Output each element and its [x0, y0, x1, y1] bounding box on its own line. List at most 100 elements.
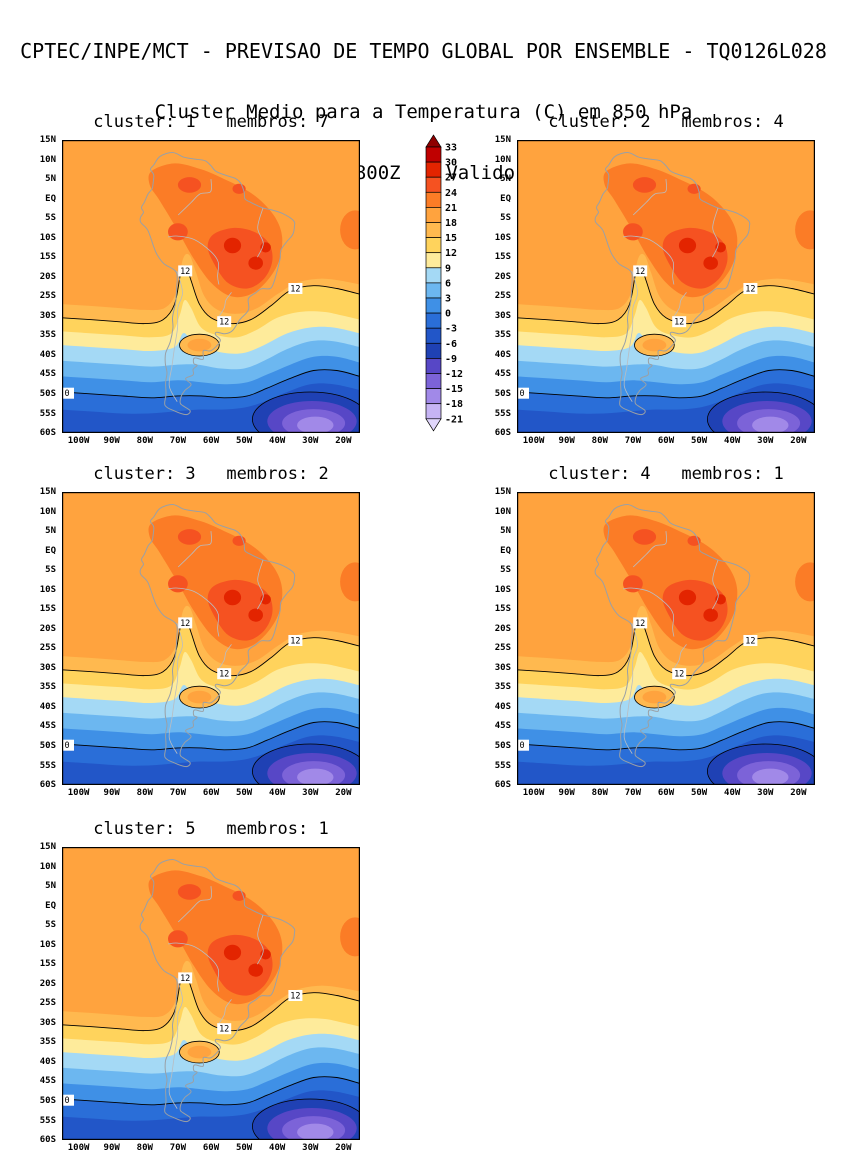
contour-label: 0: [519, 389, 524, 399]
y-tick-label: 55S: [494, 760, 511, 771]
country-border: [177, 179, 212, 216]
y-tick-label: 35S: [494, 682, 511, 693]
country-border: [257, 559, 264, 610]
y-axis-tick-labels: 15N 10N 5N EQ 5S 10S 15S 20S 25S 30S 35S 40S 45S 50S 5…: [479, 106, 833, 458]
warm-pocket: [187, 338, 212, 352]
y-tick-label: 20S: [494, 623, 511, 634]
warm-region: [678, 237, 697, 254]
x-tick-label: 40W: [269, 1143, 286, 1153]
country-border: [622, 587, 675, 637]
country-border: [623, 622, 638, 754]
header-subtitle: Cluster Medio para a Temperatura (C) em …: [154, 101, 693, 123]
warm-region: [177, 884, 202, 900]
warm-region: [223, 237, 242, 254]
y-tick-label: 10N: [39, 861, 56, 872]
y-tick-label: EQ: [500, 545, 511, 556]
warm-region: [223, 589, 242, 606]
contour-label-box: [672, 316, 687, 328]
y-tick-label: 5S: [45, 213, 56, 224]
y-tick-label: 25S: [39, 643, 56, 654]
colorbar-cell: [425, 282, 442, 299]
x-tick-label: 60W: [202, 788, 220, 798]
colorbar-level-label: -12: [445, 369, 463, 380]
contour-label-box: [217, 668, 232, 680]
map-frame: [62, 140, 360, 433]
x-tick-label: 100W: [67, 436, 90, 446]
colorbar-arrow-bottom: [425, 418, 442, 432]
warm-region: [662, 579, 728, 641]
cluster-panel-5: cluster: 5 membros: 1 15N 10N 5N EQ 5S 10S 15S…: [24, 813, 378, 1157]
colorbar-cell: [425, 191, 442, 208]
colorbar-level-label: 12: [445, 248, 457, 259]
y-tick-label: 25S: [494, 291, 511, 302]
colorbar-cell: [425, 297, 442, 314]
y-tick-label: 40S: [39, 349, 56, 360]
contour-label: 12: [635, 619, 645, 629]
x-tick-label: 90W: [558, 436, 575, 446]
colorbar-level-label: 6: [445, 278, 451, 289]
country-border: [218, 644, 232, 669]
y-tick-label: 55S: [39, 408, 56, 419]
y-tick-label: 15S: [494, 252, 511, 263]
country-border: [673, 644, 687, 669]
country-border: [167, 942, 220, 992]
x-tick-label: 80W: [591, 788, 608, 798]
x-tick-label: 80W: [136, 1143, 153, 1153]
cluster-panel-4: cluster: 4 membros: 1 15N 10N 5N EQ 5S 10S 15S…: [479, 458, 833, 810]
y-tick-label: 60S: [494, 428, 511, 438]
colorbar-cell: [425, 312, 442, 329]
warm-pocket: [642, 338, 667, 352]
contour-label-box: [517, 387, 529, 399]
cluster-panel-2: cluster: 2 membros: 4 15N 10N 5N EQ 5S 10S 15S…: [479, 106, 833, 458]
x-tick-label: 70W: [169, 788, 187, 798]
contour-label-box: [62, 387, 74, 399]
y-tick-label: 60S: [39, 780, 56, 790]
contour-label-box: [743, 635, 758, 646]
x-tick-label: 20W: [335, 788, 352, 798]
warm-region: [632, 529, 657, 545]
country-border: [177, 886, 212, 923]
y-tick-label: 15N: [39, 487, 56, 497]
colorbar-level-label: 27: [445, 173, 457, 184]
map-frame: [517, 140, 815, 433]
x-tick-label: 100W: [67, 1143, 90, 1153]
contour-label-box: [672, 668, 687, 680]
contour-line: [252, 1098, 360, 1140]
colorbar-cell: [425, 176, 442, 193]
y-tick-label: EQ: [500, 193, 511, 204]
contour-label: 0: [64, 741, 69, 751]
country-border: [167, 587, 220, 637]
colorbar-level-label: 24: [445, 188, 457, 199]
y-tick-label: 20S: [39, 978, 56, 989]
cold-core-ring: [297, 1123, 334, 1140]
x-tick-label: 90W: [103, 788, 120, 798]
warm-region: [223, 944, 242, 961]
cold-core-ring: [752, 768, 789, 785]
x-tick-label: 100W: [67, 788, 90, 798]
x-tick-label: 80W: [136, 436, 153, 446]
y-tick-label: 45S: [494, 721, 511, 732]
temperature-map: 12 12 12 0: [62, 140, 360, 433]
x-tick-label: 50W: [235, 1143, 253, 1153]
country-border: [167, 235, 220, 285]
country-border: [712, 559, 719, 610]
temperature-map: 12 12 12 0: [62, 847, 360, 1140]
y-tick-label: 5S: [500, 565, 511, 576]
country-border: [257, 207, 264, 258]
y-tick-label: 45S: [39, 1076, 56, 1087]
colorbar-level-label: 33: [445, 143, 457, 154]
colorbar-level-label: -18: [445, 399, 463, 410]
x-tick-label: 70W: [169, 1143, 187, 1153]
colorbar-cell: [425, 342, 442, 359]
warm-region: [795, 210, 815, 250]
colorbar-level-label: 9: [445, 263, 451, 274]
y-tick-label: 10S: [39, 232, 56, 243]
contour-label: 12: [180, 974, 190, 984]
x-tick-label: 30W: [757, 436, 774, 446]
warm-region: [207, 579, 273, 641]
x-axis-tick-labels: 100W 90W 80W 70W 60W 50W 40W 30W 20W: [479, 458, 833, 810]
warm-region: [248, 256, 263, 270]
colorbar-level-label: -21: [445, 414, 463, 425]
x-tick-label: 60W: [202, 1143, 220, 1153]
